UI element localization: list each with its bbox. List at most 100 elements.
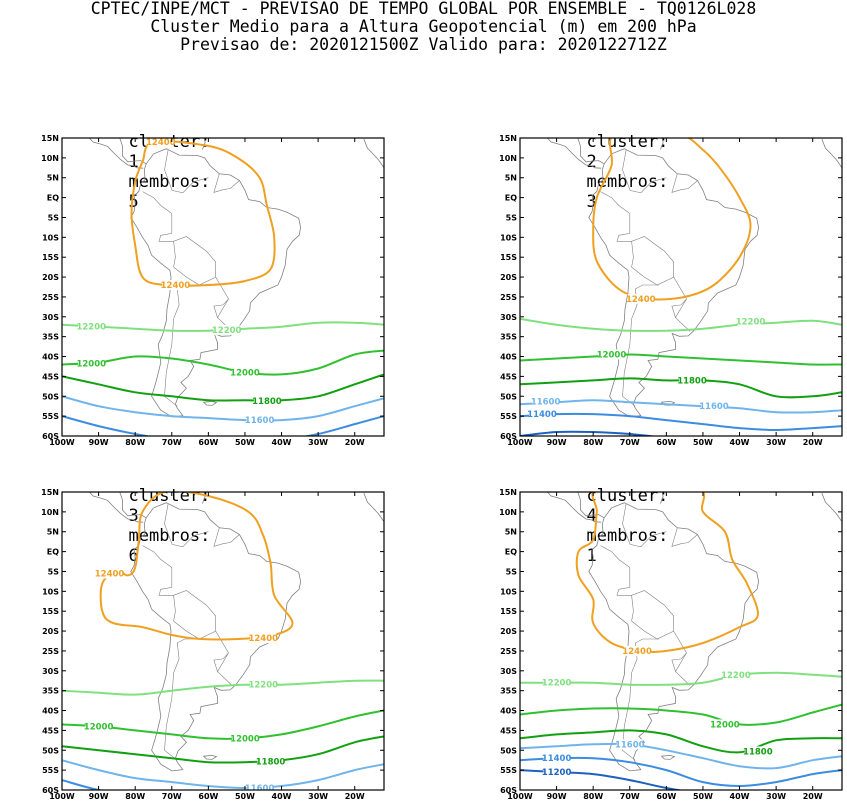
header-line-3: Previsao de: 2020121500Z Valido para: 20…: [180, 35, 667, 54]
latitude-tick-label: 50S: [42, 392, 59, 401]
contour-label-background: [737, 316, 764, 327]
contour-label-background: [711, 719, 738, 730]
contour-11400: [520, 412, 842, 432]
contour-11400: [62, 779, 105, 790]
contour-label-12000: 12000: [710, 720, 740, 730]
country-border: [158, 567, 176, 622]
contour-label-11800: 11800: [677, 376, 707, 386]
latitude-tick-label: 10N: [499, 154, 517, 163]
contour-11600: [62, 759, 384, 790]
panel-3-members-label: membros:: [128, 526, 211, 546]
country-border: [671, 652, 687, 672]
contour-label-background: [616, 739, 643, 750]
panel-2-members-number: 3: [586, 192, 597, 212]
country-border: [600, 191, 630, 214]
panel-4-title: cluster: 4 membros: 1: [566, 466, 668, 566]
panel-1-members-label: membros:: [128, 172, 211, 192]
contour-label-background: [624, 645, 651, 656]
longitude-tick-label: 100W: [49, 792, 75, 801]
panel-4-cluster-number: 4: [586, 506, 597, 526]
country-border: [164, 638, 201, 761]
latitude-tick-label: 45S: [42, 726, 59, 735]
panel-2-cluster-number: 2: [586, 152, 597, 172]
header-line-1: CPTEC/INPE/MCT - PREVISAO DE TEMPO GLOBA…: [90, 0, 757, 18]
latitude-tick-label: 40S: [42, 353, 59, 362]
latitude-tick-label: 60S: [42, 432, 59, 441]
contour-11600: [520, 399, 842, 414]
contour-label-background: [678, 375, 705, 386]
contour-label-11600: 11600: [699, 402, 729, 412]
contour-label-background: [528, 409, 555, 420]
contour-label-11800: 11800: [256, 757, 286, 767]
contour-12200: [520, 317, 842, 332]
country-border: [622, 503, 667, 548]
longitude-tick-label: 70W: [620, 792, 640, 801]
contour-label-background: [257, 756, 284, 767]
contour-label-background: [253, 396, 280, 407]
contour-label-background: [250, 633, 277, 644]
contour-12400: [592, 138, 752, 301]
longitude-tick-label: 30W: [766, 438, 786, 447]
latitude-tick-label: 30S: [42, 667, 59, 676]
contour-11400: [520, 756, 842, 788]
country-border: [173, 590, 216, 632]
map-frame: [61, 491, 385, 791]
central-america-pacific-coastline: [547, 492, 602, 523]
latitude-tick-label: 40S: [500, 707, 517, 716]
latitude-tick-label: 10S: [500, 233, 517, 242]
longitude-tick-label: 40W: [272, 438, 292, 447]
header-line-2: Cluster Medio para a Altura Geopotencial…: [150, 17, 697, 36]
latitude-tick-label: 45S: [500, 726, 517, 735]
longitude-tick-label: 80W: [125, 792, 145, 801]
longitude-tick-label: 70W: [162, 438, 182, 447]
contour-12400: [99, 492, 294, 641]
contour-11800: [62, 373, 384, 402]
latitude-tick-label: 50S: [42, 746, 59, 755]
panel-1-cluster-number: 1: [128, 152, 139, 172]
latitude-tick-label: 60S: [42, 786, 59, 795]
cuba-coastline: [575, 462, 613, 472]
country-border: [616, 567, 634, 622]
latitude-tick-label: 60S: [500, 786, 517, 795]
panel-1-members-number: 5: [128, 192, 139, 212]
africa-coastline: [363, 139, 384, 172]
longitude-tick-label: 60W: [198, 438, 218, 447]
contour-11600: [520, 742, 842, 770]
country-border: [173, 620, 233, 686]
map-panel-4: 12400 12200 12200 12000 11800 11600 11400 11200…: [499, 462, 843, 801]
latitude-tick-label: 50S: [500, 392, 517, 401]
contour-label-background: [85, 721, 112, 732]
latitude-tick-label: 35S: [42, 333, 59, 342]
longitude-tick-label: 20W: [345, 792, 365, 801]
longitude-tick-label: 60W: [656, 438, 676, 447]
contour-label-11800: 11800: [743, 747, 773, 757]
lesser-antilles: [660, 492, 664, 504]
latitude-tick-label: 5S: [506, 213, 518, 222]
contour-label-12200: 12200: [736, 318, 766, 328]
contour-label-12400: 12400: [622, 647, 652, 657]
contour-label-12400: 12400: [248, 634, 278, 644]
country-border: [671, 527, 698, 547]
contour-label-11400: 11400: [527, 410, 557, 420]
africa-coastline: [821, 139, 842, 172]
contour-label-background: [532, 396, 559, 407]
longitude-tick-label: 20W: [803, 792, 823, 801]
country-border: [213, 527, 240, 547]
contour-label-background: [231, 733, 258, 744]
longitude-tick-label: 20W: [345, 438, 365, 447]
cuba-coastline: [117, 108, 155, 118]
latitude-tick-label: 15S: [42, 253, 59, 262]
latitude-tick-label: 20S: [500, 273, 517, 282]
central-america-pacific-coastline: [89, 492, 144, 523]
country-border: [213, 173, 240, 193]
contour-label-background: [722, 669, 749, 680]
contour-label-12200: 12200: [212, 326, 242, 336]
latitude-tick-label: 60S: [500, 432, 517, 441]
latitude-tick-label: 25S: [42, 647, 59, 656]
longitude-tick-label: 70W: [620, 438, 640, 447]
latitude-tick-label: 35S: [42, 687, 59, 696]
latitude-tick-label: 5S: [506, 567, 518, 576]
contour-label-11400: 11400: [542, 754, 572, 764]
contour-label-background: [96, 568, 123, 579]
latitude-tick-label: 55S: [42, 412, 59, 421]
